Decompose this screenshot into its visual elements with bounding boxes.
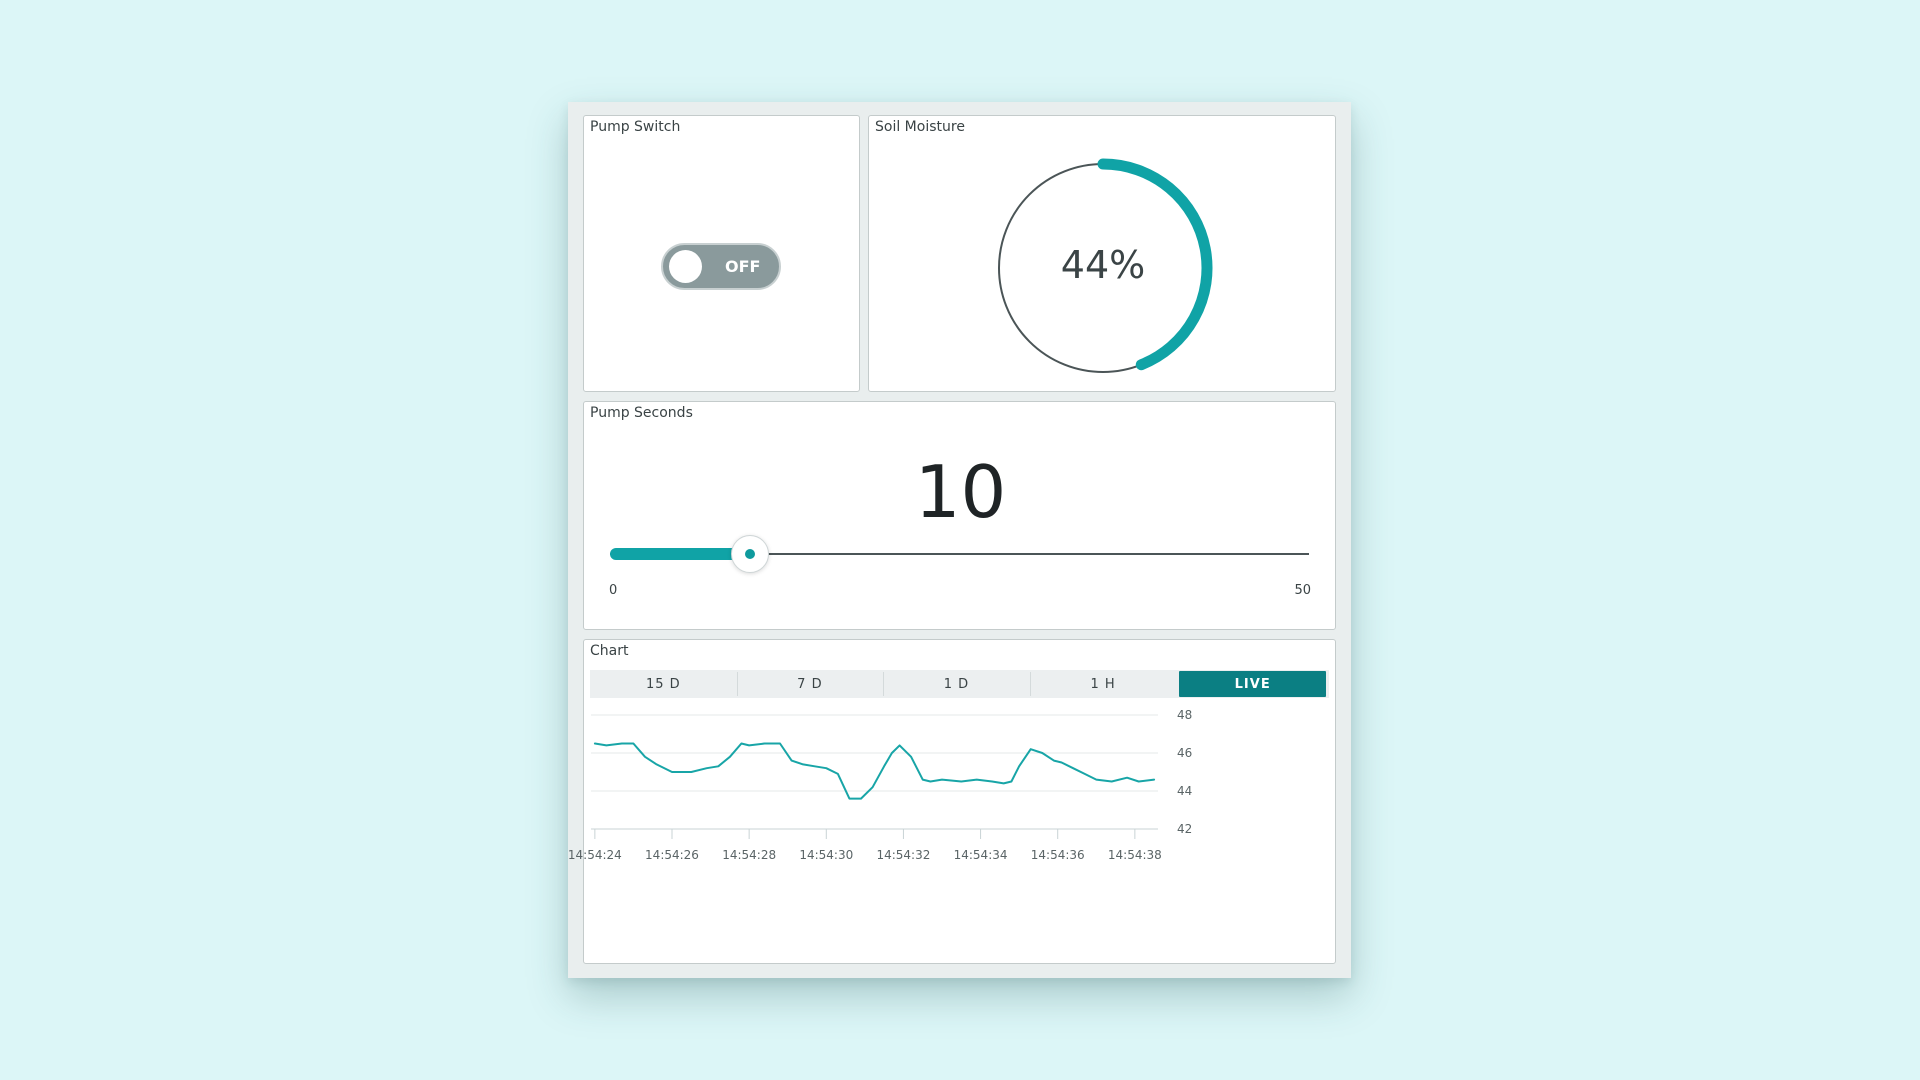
y-tick-label: 48 [1177, 708, 1192, 722]
pump-seconds-value: 10 [914, 450, 1007, 534]
pump-toggle[interactable]: OFF [661, 243, 781, 290]
x-tick-label: 14:54:24 [568, 848, 622, 862]
pump-switch-title: Pump Switch [590, 119, 681, 135]
chart-title: Chart [590, 643, 629, 659]
slider-fill [610, 548, 750, 560]
x-tick-label: 14:54:34 [954, 848, 1008, 862]
range-button-1h[interactable]: 1 H [1029, 670, 1177, 698]
pump-seconds-widget: Pump Seconds 10 0 50 [583, 401, 1336, 630]
moisture-gauge [998, 158, 1213, 373]
time-range-selector: 15 D 7 D 1 D 1 H LIVE [590, 670, 1329, 698]
slider-max-label: 50 [1294, 583, 1311, 598]
moisture-value: 44% [1060, 243, 1146, 287]
range-button-7d[interactable]: 7 D [736, 670, 884, 698]
x-tick-label: 14:54:30 [799, 848, 853, 862]
slider-min-label: 0 [609, 583, 618, 598]
soil-moisture-title: Soil Moisture [875, 119, 965, 135]
slider-thumb-dot [744, 549, 755, 559]
toggle-knob [669, 250, 702, 283]
range-button-1d[interactable]: 1 D [883, 670, 1030, 698]
slider-track[interactable] [610, 553, 1309, 555]
chart-series [593, 742, 1156, 800]
toggle-state-label: OFF [725, 257, 761, 276]
range-button-15d[interactable]: 15 D [645, 676, 681, 692]
series-line [593, 742, 1156, 800]
x-tick-label: 14:54:38 [1108, 848, 1162, 862]
slider-thumb[interactable] [730, 535, 769, 573]
pump-seconds-title: Pump Seconds [590, 405, 693, 421]
y-tick-label: 46 [1177, 746, 1192, 760]
x-tick-label: 14:54:28 [722, 848, 776, 862]
dashboard: Pump Switch OFF Soil Moisture 44% Pump S… [568, 102, 1351, 978]
soil-moisture-widget: Soil Moisture 44% [868, 115, 1336, 392]
gauge-progress-arc [1097, 158, 1213, 371]
y-tick-label: 42 [1177, 822, 1192, 836]
chart-tick-labels: 42 44 46 48 14:54:24 14:54:26 14:54:28 14:54:30… [568, 708, 1192, 862]
chart-widget: Chart 42 44 46 48 14:54:24 14:54:26 14:54:28 14… [568, 639, 1336, 964]
chart-grid [591, 714, 1158, 792]
chart-x-axis [591, 828, 1158, 839]
range-button-live[interactable]: LIVE [1179, 671, 1326, 697]
x-tick-label: 14:54:26 [645, 848, 699, 862]
pump-switch-widget: Pump Switch OFF [583, 115, 860, 392]
x-tick-label: 14:54:36 [1031, 848, 1085, 862]
x-tick-label: 14:54:32 [876, 848, 930, 862]
y-tick-label: 44 [1177, 784, 1192, 798]
moisture-line-chart: 42 44 46 48 14:54:24 14:54:26 14:54:28 14:54:30… [568, 708, 1192, 862]
